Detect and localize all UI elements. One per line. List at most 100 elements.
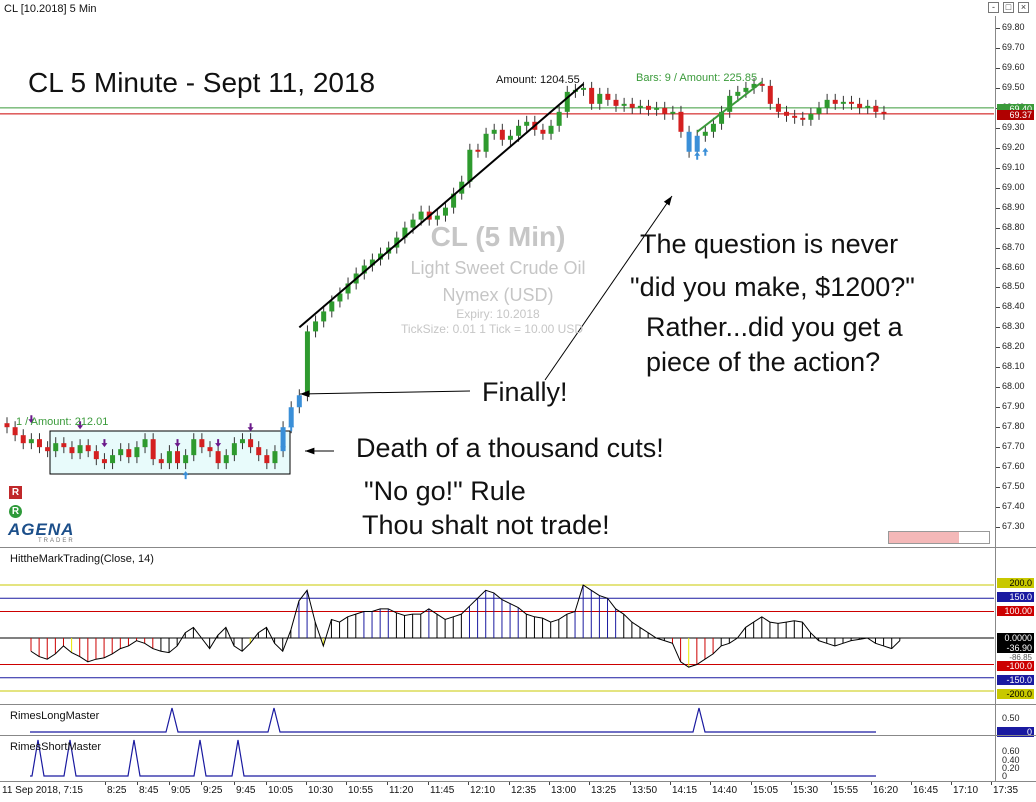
time-tick-label: 9:05: [171, 785, 191, 796]
minimize-button[interactable]: -: [988, 2, 999, 13]
price-tick: [996, 487, 1000, 489]
ind1-badge-100: 100.00: [997, 606, 1034, 616]
candle-body: [483, 133, 489, 152]
time-tick: [234, 782, 235, 785]
candle-body: [816, 107, 822, 114]
candle-body: [321, 311, 327, 322]
candlestick-chart[interactable]: [0, 16, 994, 546]
candle-body: [85, 445, 91, 452]
price-tick-label: 68.00: [1002, 381, 1025, 392]
chart-scroll-bar[interactable]: [888, 531, 990, 544]
rimeslong-line[interactable]: [0, 705, 994, 735]
time-tick: [509, 782, 510, 785]
indicator-rimeslong-panel[interactable]: [0, 705, 994, 735]
price-axis[interactable]: 69.80 69.70 69.60 69.50 69.40 69.30 69.20 69.10…: [996, 16, 1036, 546]
rimeslong-axis: 0.50: [996, 705, 1036, 735]
time-axis[interactable]: 11 Sep 2018, 7:15 8:25 8:45 9:05 9:25 9:45 10:…: [0, 781, 1036, 802]
candle-body: [840, 101, 846, 104]
candle-body: [784, 111, 790, 116]
indicator-rimesshort-panel[interactable]: [0, 736, 994, 781]
price-tick: [996, 447, 1000, 449]
watermark-symbol: CL (5 Min): [430, 221, 566, 252]
price-tick: [996, 207, 1000, 209]
signal-down-arrow: [101, 439, 108, 448]
candle-body: [20, 435, 26, 444]
time-tick: [306, 782, 307, 785]
price-tick: [996, 287, 1000, 289]
r-badge-green[interactable]: R: [9, 505, 22, 518]
time-tick: [266, 782, 267, 785]
indicator-hitthemark-panel[interactable]: [0, 548, 994, 704]
rimesshort-axis-020: 0.20: [1002, 763, 1020, 773]
candle-body: [345, 283, 351, 294]
price-tick: [996, 307, 1000, 309]
price-tick-label: 68.80: [1002, 221, 1025, 232]
annotation-q4: piece of the action?: [646, 347, 881, 377]
annotation-thou: Thou shalt not trade!: [362, 510, 610, 540]
arrow-finally-head: [300, 390, 310, 398]
time-tick-label: 11 Sep 2018, 7:15: [2, 785, 83, 796]
price-tick: [996, 347, 1000, 349]
price-tick: [996, 227, 1000, 229]
candle-body: [215, 451, 221, 464]
time-tick: [670, 782, 671, 785]
candle-body: [524, 121, 530, 126]
time-tick-label: 12:10: [470, 785, 496, 796]
time-tick-label: 16:20: [873, 785, 899, 796]
price-panel[interactable]: [0, 16, 994, 546]
maximize-button[interactable]: □: [1003, 2, 1014, 13]
time-tick-label: 9:25: [203, 785, 223, 796]
candle-body: [516, 125, 522, 136]
candle-body: [183, 455, 189, 464]
price-tick: [996, 247, 1000, 249]
candle-body: [126, 449, 132, 458]
time-tick-label: 17:10: [953, 785, 979, 796]
candle-body: [110, 455, 116, 464]
candle-body: [589, 87, 595, 104]
candle-body: [191, 439, 197, 456]
time-tick-label: 8:25: [107, 785, 127, 796]
hitthemark-histogram[interactable]: [0, 548, 994, 704]
price-tick-label: 68.30: [1002, 321, 1025, 332]
candle-body: [223, 455, 229, 464]
price-tick: [996, 387, 1000, 389]
candle-body: [597, 93, 603, 104]
candle-body: [118, 449, 124, 456]
candle-body: [605, 93, 611, 100]
price-tick-label: 68.20: [1002, 341, 1025, 352]
time-tick: [871, 782, 872, 785]
candle-body: [792, 115, 798, 118]
candle-body: [775, 103, 781, 112]
r-badge-red[interactable]: R: [9, 486, 22, 499]
candle-body: [637, 105, 643, 108]
candle-body: [719, 111, 725, 124]
rimesshort-line[interactable]: [0, 736, 994, 781]
rimeslong-axis-050: 0.50: [1002, 713, 1020, 723]
candle-body: [434, 215, 440, 220]
annotation-finally: Finally!: [482, 377, 568, 407]
signal-up-arrow: [280, 443, 287, 452]
candle-body: [613, 99, 619, 106]
candle-body: [857, 103, 863, 108]
close-button[interactable]: ×: [1018, 2, 1029, 13]
candle-body: [662, 107, 668, 114]
candle-body: [207, 447, 213, 452]
candle-body: [743, 87, 749, 92]
price-tick: [996, 47, 1000, 49]
signal-down-arrow: [77, 421, 84, 430]
price-tick: [996, 407, 1000, 409]
candle-body: [150, 439, 156, 460]
signal-down-arrow: [174, 439, 181, 448]
candle-body: [239, 439, 245, 444]
price-tick: [996, 367, 1000, 369]
candle-body: [491, 129, 497, 134]
price-tick: [996, 427, 1000, 429]
candle-body: [710, 123, 716, 132]
candle-body: [645, 105, 651, 110]
price-tick-label: 67.30: [1002, 521, 1025, 531]
time-tick-label: 13:00: [551, 785, 577, 796]
time-tick: [428, 782, 429, 785]
time-tick-label: 11:45: [430, 785, 455, 796]
price-tick: [996, 267, 1000, 269]
candle-body: [848, 101, 854, 104]
